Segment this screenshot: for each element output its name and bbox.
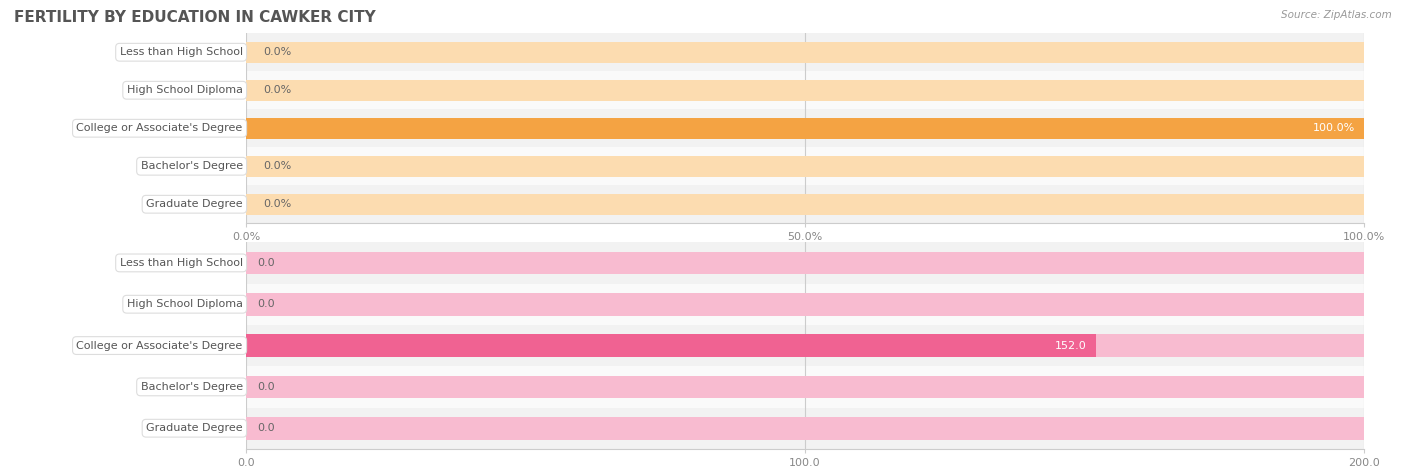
Text: Less than High School: Less than High School [120,258,243,268]
Bar [246,118,1364,139]
Bar [246,334,1364,357]
Text: 0.0: 0.0 [257,258,274,268]
Bar [246,376,1364,398]
Bar [246,42,1364,63]
Bar [246,147,1364,185]
Text: High School Diploma: High School Diploma [127,299,243,309]
Text: Less than High School: Less than High School [120,47,243,57]
Bar [246,408,1364,449]
Text: 0.0%: 0.0% [263,161,291,171]
Text: 0.0%: 0.0% [263,85,291,95]
Text: Graduate Degree: Graduate Degree [146,199,243,209]
Bar [246,156,1364,177]
Text: Bachelor's Degree: Bachelor's Degree [141,382,243,392]
Text: 0.0%: 0.0% [263,199,291,209]
Bar [246,194,1364,215]
Text: College or Associate's Degree: College or Associate's Degree [76,123,243,133]
Text: High School Diploma: High School Diploma [127,85,243,95]
Bar [246,417,1364,439]
Bar [246,80,1364,101]
Text: FERTILITY BY EDUCATION IN CAWKER CITY: FERTILITY BY EDUCATION IN CAWKER CITY [14,10,375,25]
Text: 152.0: 152.0 [1054,341,1087,351]
Bar [246,252,1364,274]
Text: 0.0: 0.0 [257,423,274,433]
Text: Graduate Degree: Graduate Degree [146,423,243,433]
Text: 0.0: 0.0 [257,299,274,309]
Bar [246,33,1364,71]
Text: College or Associate's Degree: College or Associate's Degree [76,341,243,351]
Bar [246,118,1364,139]
Bar [246,109,1364,147]
Text: Source: ZipAtlas.com: Source: ZipAtlas.com [1281,10,1392,19]
Text: 100.0%: 100.0% [1313,123,1355,133]
Bar [246,242,1364,284]
Text: 0.0%: 0.0% [263,47,291,57]
Text: Bachelor's Degree: Bachelor's Degree [141,161,243,171]
Bar [246,71,1364,109]
Bar [246,185,1364,223]
Bar [246,284,1364,325]
Bar [246,366,1364,408]
Text: 0.0: 0.0 [257,382,274,392]
Bar [246,334,1095,357]
Bar [246,293,1364,315]
Bar [246,325,1364,366]
